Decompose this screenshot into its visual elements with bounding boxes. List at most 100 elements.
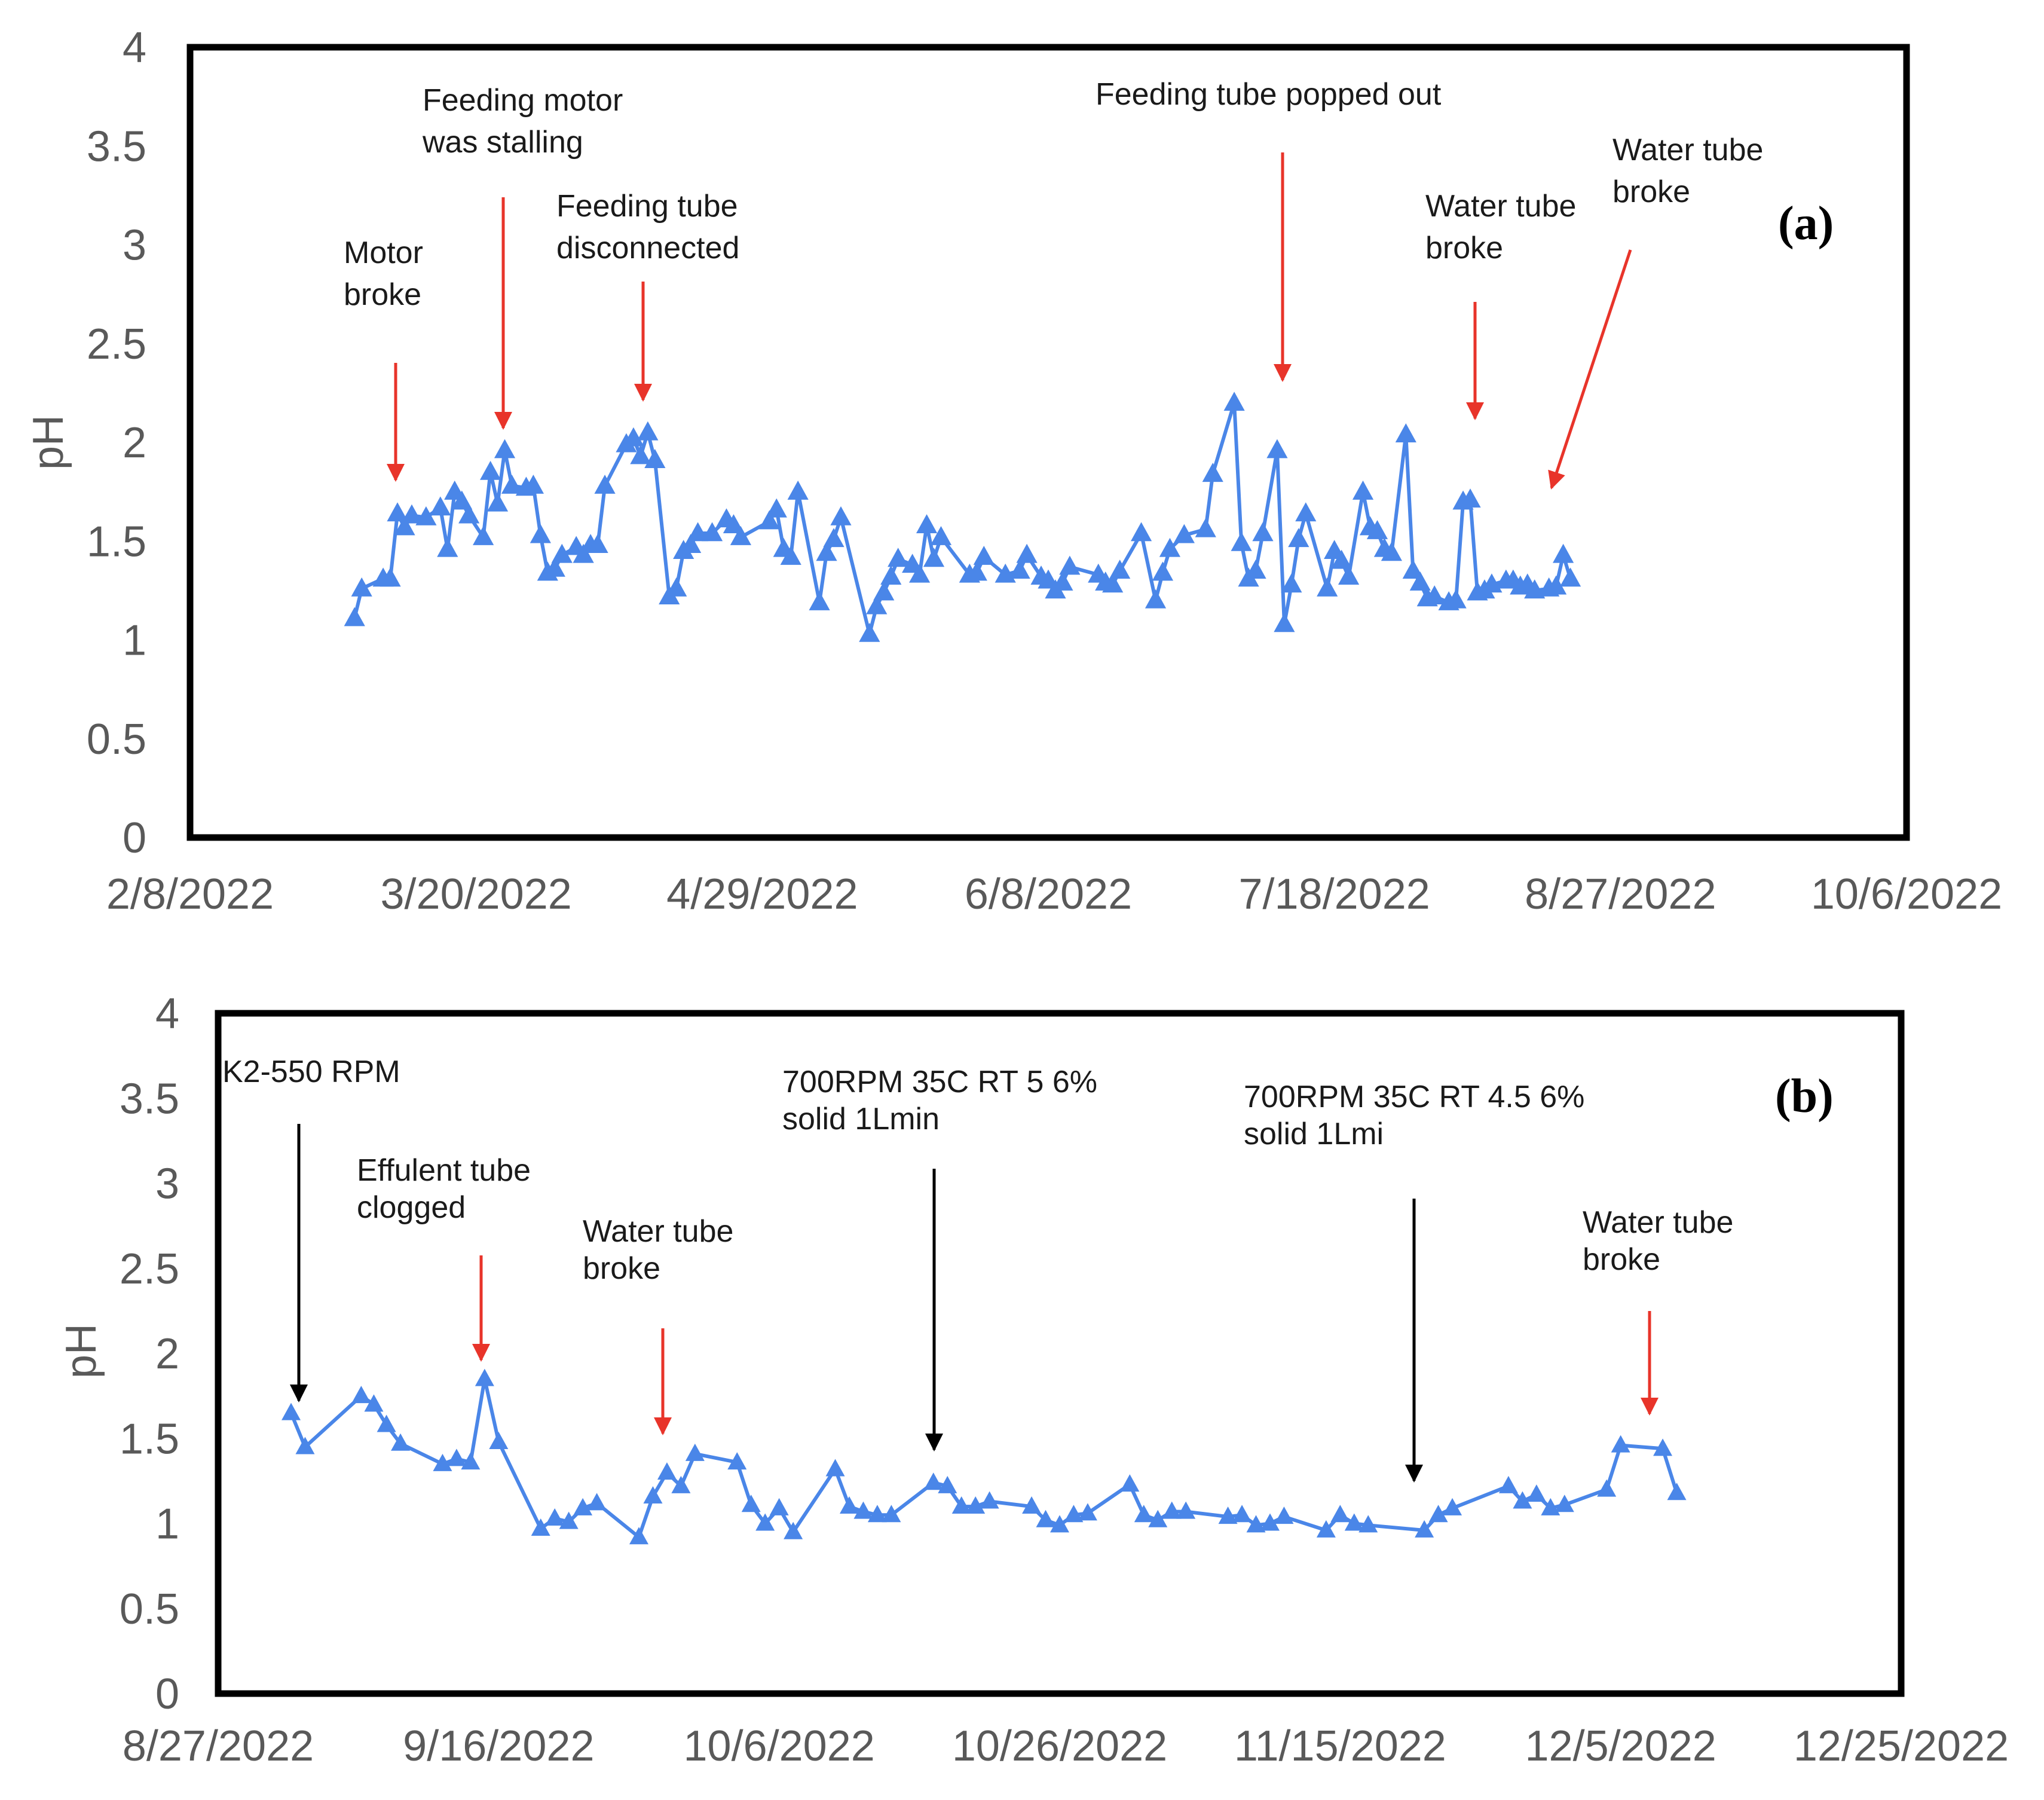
ph-data-point bbox=[1524, 579, 1546, 599]
ph-data-point bbox=[1526, 1484, 1546, 1502]
ph-data-point bbox=[1274, 1506, 1294, 1524]
ph-data-point bbox=[1366, 520, 1388, 539]
ph-data-point bbox=[1218, 1506, 1238, 1524]
ph-data-point bbox=[594, 475, 616, 494]
ph-data-point bbox=[1338, 566, 1360, 585]
ph-data-point bbox=[587, 534, 608, 554]
ph-data-point bbox=[544, 557, 565, 577]
x-tick-label: 12/5/2022 bbox=[1525, 1722, 1716, 1770]
ph-data-point bbox=[644, 449, 666, 468]
ph-data-point bbox=[480, 460, 501, 480]
ph-data-point bbox=[1266, 439, 1288, 459]
ph-data-point bbox=[530, 524, 551, 543]
ph-data-point bbox=[1295, 502, 1317, 522]
ph-data-point bbox=[1513, 1491, 1532, 1509]
y-tick-label: 1.5 bbox=[87, 518, 146, 566]
annotation-label-line: 700RPM 35C RT 5 6% bbox=[782, 1065, 1097, 1099]
annotation-label-line: Water tube bbox=[1612, 133, 1763, 167]
ph-data-point bbox=[966, 1496, 986, 1514]
panel-a-chart: (a) pH 0 0.5 1 1.5 2 2.5 3 3.5 4 2/8/2022 3/20/20… bbox=[25, 24, 2002, 918]
ph-data-point bbox=[281, 1402, 301, 1420]
ph-data-point bbox=[489, 1431, 509, 1449]
panel-b-chart: (b) pH 0 0.5 1 1.5 2 2.5 3 3.5 4 8/27/2022 9/16/2… bbox=[57, 990, 2009, 1770]
y-tick-label: 2.5 bbox=[87, 320, 146, 368]
ph-data-point bbox=[437, 537, 458, 557]
x-tick-label: 3/20/2022 bbox=[381, 870, 572, 918]
ph-data-point bbox=[344, 607, 365, 627]
ph-data-point bbox=[1344, 1513, 1364, 1531]
ph-data-point bbox=[685, 1443, 705, 1461]
ph-data-point bbox=[1059, 555, 1081, 575]
annotation-feeding-tube-popped-out: Feeding tube popped out bbox=[1096, 77, 1442, 382]
ph-data-point bbox=[1443, 1498, 1462, 1515]
ph-data-point bbox=[1102, 573, 1124, 593]
ph-data-point bbox=[1597, 1479, 1617, 1497]
ph-data-point bbox=[380, 567, 401, 587]
ph-data-point bbox=[1016, 543, 1038, 563]
ph-data-point bbox=[769, 1498, 789, 1515]
ph-data-point bbox=[430, 496, 451, 516]
panel-b-label: (b) bbox=[1775, 1070, 1834, 1123]
x-tick-label: 10/6/2022 bbox=[1811, 870, 2002, 918]
y-tick-label: 3.5 bbox=[120, 1075, 179, 1123]
annotation-label-line: was stalling bbox=[422, 125, 583, 160]
annotation-label-line: solid 1Lmi bbox=[1244, 1117, 1384, 1151]
ph-data-point bbox=[1159, 537, 1181, 557]
annotation-label-line: Feeding motor bbox=[423, 83, 623, 118]
annotation-label-line: solid 1Lmin bbox=[782, 1102, 940, 1136]
ph-data-point bbox=[784, 1521, 803, 1539]
annotation-700rpm-rt4-5: 700RPM 35C RT 4.5 6% solid 1Lmi bbox=[1244, 1080, 1584, 1483]
ph-data-point bbox=[859, 622, 880, 642]
ph-series-line bbox=[353, 401, 1572, 636]
ph-data-point bbox=[623, 427, 644, 447]
ph-data-point bbox=[1553, 543, 1574, 563]
y-tick-label: 0 bbox=[123, 814, 146, 862]
ph-data-point bbox=[1231, 531, 1252, 551]
ph-data-point bbox=[1546, 575, 1567, 595]
ph-data-point bbox=[1381, 542, 1402, 561]
ph-data-point bbox=[671, 1475, 691, 1493]
panel-a-label: (a) bbox=[1778, 197, 1834, 250]
ph-data-point bbox=[1223, 392, 1245, 411]
ph-data-point bbox=[1316, 1520, 1336, 1538]
ph-data-point bbox=[916, 514, 938, 534]
ph-data-point bbox=[866, 595, 888, 615]
ph-data-point bbox=[888, 548, 909, 567]
ph-data-point bbox=[1415, 1520, 1434, 1538]
annotation-effulent-tube-clogged: Effulent tube clogged bbox=[357, 1153, 531, 1362]
ph-data-point bbox=[1173, 524, 1195, 543]
ph-data-point bbox=[643, 1486, 663, 1503]
ph-data-point bbox=[1541, 1498, 1560, 1515]
panel-a-y-axis-label: pH bbox=[25, 415, 72, 470]
annotation-water-tube-broke: Water tube broke bbox=[583, 1214, 733, 1435]
ph-data-point bbox=[1559, 567, 1581, 587]
ph-data-point bbox=[830, 506, 852, 525]
ph-data-point bbox=[938, 1475, 957, 1493]
x-tick-label: 7/18/2022 bbox=[1239, 870, 1430, 918]
ph-data-point bbox=[629, 1527, 648, 1545]
ph-data-point bbox=[522, 475, 544, 494]
annotation-feeding-motor-stalling: Feeding motor was stalling bbox=[422, 83, 623, 430]
ph-data-point bbox=[1130, 522, 1152, 542]
ph-data-point bbox=[666, 577, 687, 597]
ph-data-point bbox=[446, 1448, 466, 1466]
ph-data-point bbox=[1653, 1438, 1673, 1456]
annotation-water-tube-broke: Water tube broke bbox=[1583, 1205, 1733, 1416]
ph-data-point bbox=[909, 563, 931, 583]
ph-data-point bbox=[1317, 577, 1338, 597]
ph-data-point bbox=[766, 498, 787, 518]
ph-data-point bbox=[1288, 528, 1309, 548]
ph-data-point bbox=[923, 1472, 943, 1490]
annotation-700rpm-rt5: 700RPM 35C RT 5 6% solid 1Lmin bbox=[782, 1065, 1097, 1451]
x-tick-label: 6/8/2022 bbox=[965, 870, 1132, 918]
ph-data-point bbox=[573, 543, 594, 563]
ph-data-point bbox=[657, 1462, 677, 1480]
x-tick-label: 8/27/2022 bbox=[1525, 870, 1716, 918]
ph-data-point bbox=[758, 510, 780, 530]
ph-data-point bbox=[1424, 585, 1445, 604]
ph-data-point bbox=[1611, 1435, 1630, 1453]
ph-data-point bbox=[780, 545, 801, 565]
ph-data-point bbox=[501, 475, 523, 494]
annotation-water-tube-broke: Water tube broke bbox=[1548, 133, 1763, 490]
ph-data-point bbox=[1078, 1503, 1097, 1521]
